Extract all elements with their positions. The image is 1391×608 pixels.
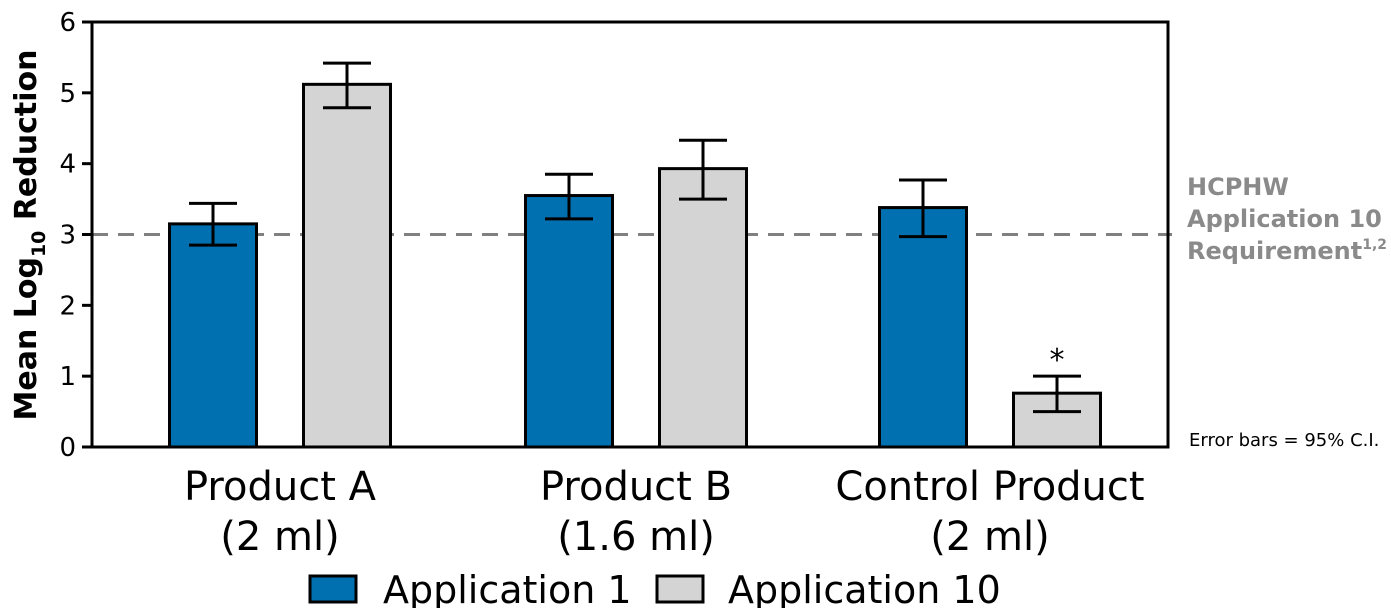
reference-label-line-2: Application 10 xyxy=(1187,205,1382,233)
svg-text:Mean Log10 Reduction: Mean Log10 Reduction xyxy=(9,49,50,420)
reference-line-label: HCPHW Application 10 Requirement1,2 xyxy=(1187,173,1387,265)
x-category-label: (1.6 ml) xyxy=(557,514,715,560)
y-tick-label: 4 xyxy=(59,150,76,180)
legend-swatch-application-1 xyxy=(308,574,358,604)
bar xyxy=(524,194,614,449)
y-axis-label: Mean Log10 Reduction xyxy=(9,49,50,420)
legend-label-application-1: Application 1 xyxy=(383,568,632,608)
y-tick-label: 2 xyxy=(59,291,76,321)
error-bar-note: Error bars = 95% C.I. xyxy=(1189,430,1379,451)
bar xyxy=(658,167,748,449)
reference-label-line-1: HCPHW xyxy=(1187,173,1289,201)
reference-label-superscript: 1,2 xyxy=(1362,237,1387,253)
y-tick-label: 1 xyxy=(59,362,76,392)
y-tick-label: 3 xyxy=(59,221,76,251)
x-category-label: Product A xyxy=(184,464,377,510)
legend: Application 1 Application 10 xyxy=(308,568,1001,608)
y-axis-label-subscript: 10 xyxy=(28,231,50,257)
significance-asterisk: * xyxy=(1050,343,1065,378)
y-tick-label: 0 xyxy=(59,433,76,463)
bar xyxy=(878,206,968,449)
y-axis-label-main: Mean Log xyxy=(9,257,44,420)
legend-swatch-application-10 xyxy=(655,574,705,604)
legend-label-application-10: Application 10 xyxy=(728,568,1001,608)
x-category-label: (2 ml) xyxy=(220,514,339,560)
bar xyxy=(168,222,258,449)
bar xyxy=(302,82,392,449)
x-category-label: Control Product xyxy=(835,464,1144,510)
y-axis-label-rest: Reduction xyxy=(9,49,44,230)
reference-label-line-3: Requirement xyxy=(1187,237,1362,265)
x-category-label: Product B xyxy=(540,464,732,510)
x-category-label: (2 ml) xyxy=(930,514,1049,560)
y-tick-label: 5 xyxy=(59,79,76,109)
svg-text:Requirement1,2: Requirement1,2 xyxy=(1187,237,1387,265)
y-tick-label: 6 xyxy=(59,8,76,38)
